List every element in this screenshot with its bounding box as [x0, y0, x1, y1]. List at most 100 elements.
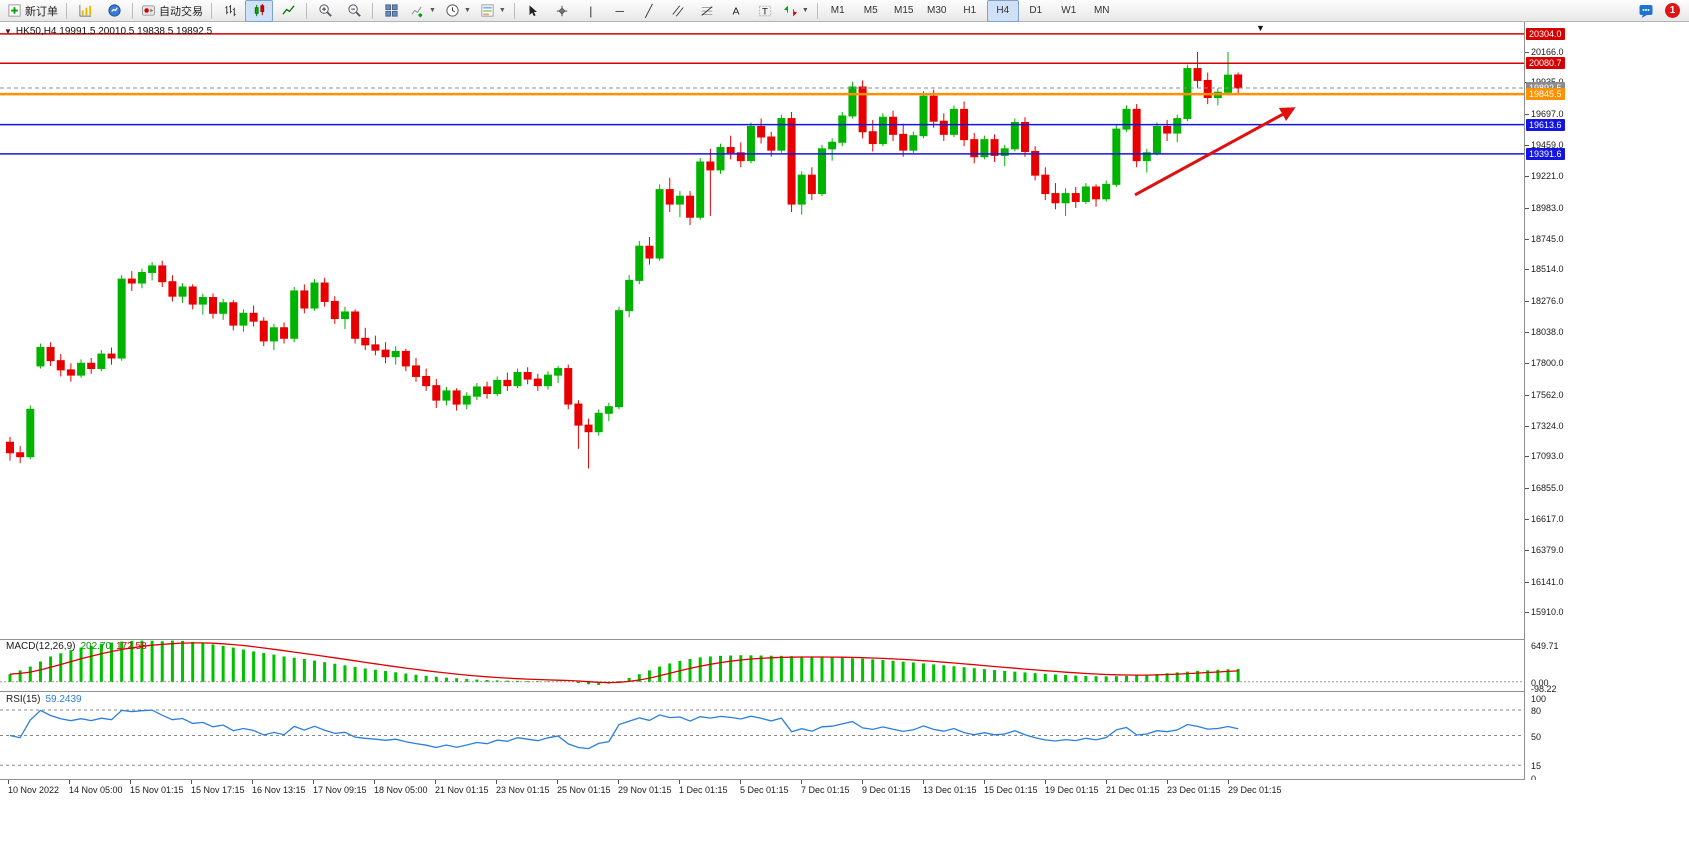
bar-chart-button[interactable]	[216, 0, 244, 22]
candle	[249, 305, 258, 327]
price-line-badge[interactable]: 19613.6	[1526, 118, 1565, 131]
candle	[533, 373, 542, 391]
candle	[878, 113, 887, 147]
candle	[137, 268, 146, 289]
autotrading-button[interactable]: 自动交易	[137, 0, 207, 22]
price-axis-tickmark	[1525, 581, 1529, 583]
candle	[442, 386, 451, 406]
trendline-tool-button[interactable]: ╱	[635, 0, 663, 22]
candle	[564, 364, 573, 410]
timeframe-button-m5[interactable]: M5	[863, 5, 878, 16]
zoom-out-button[interactable]	[340, 0, 368, 22]
candle	[990, 134, 999, 162]
candle	[1142, 148, 1151, 173]
channel-tool-button[interactable]	[664, 0, 692, 22]
price-line-badge[interactable]: 20080.7	[1526, 57, 1565, 70]
notification-badge[interactable]: 1	[1665, 3, 1680, 18]
autotrading-label: 自动交易	[159, 5, 203, 18]
candle	[604, 402, 613, 422]
time-axis-label: 15 Dec 01:15	[984, 785, 1038, 795]
indicators-button[interactable]: ▼	[406, 0, 440, 22]
toolbar-separator	[211, 2, 212, 19]
time-axis-tickmark	[1167, 780, 1168, 784]
templates-button[interactable]: ▼	[476, 0, 510, 22]
tile-windows-button[interactable]	[377, 0, 405, 22]
candle	[615, 306, 623, 410]
price-line-badge[interactable]: 19845.5	[1526, 88, 1565, 101]
timeframe-button-h1[interactable]: H1	[963, 5, 977, 16]
time-axis-label: 9 Dec 01:15	[862, 785, 911, 795]
candle	[351, 309, 360, 344]
cursor-tool-button[interactable]	[519, 0, 547, 22]
macd-panel[interactable]: MACD(12,26,9) 202.70 172.58	[0, 640, 1524, 690]
price-line-badge[interactable]: 20304.0	[1526, 27, 1565, 40]
crosshair-tool-button[interactable]	[548, 0, 576, 22]
panel-separator[interactable]	[0, 691, 1689, 692]
candle	[280, 322, 289, 344]
timeframe-button-m30[interactable]: M30	[927, 5, 947, 16]
crosshair-icon	[555, 4, 569, 18]
candle	[980, 135, 989, 160]
trend-arrow[interactable]	[1134, 107, 1296, 197]
time-axis[interactable]: 10 Nov 2022 14 Nov 05:00 15 Nov 01:15 15 No…	[0, 780, 1689, 800]
price-axis-tickmark	[1525, 425, 1529, 427]
candle	[16, 446, 25, 464]
zoom-in-button[interactable]	[311, 0, 339, 22]
new-chart-button[interactable]	[71, 0, 99, 22]
time-axis-tickmark	[1045, 780, 1046, 784]
price-line-badge[interactable]: 19391.6	[1526, 147, 1565, 160]
main-chart-panel[interactable]: ▼ HK50,H4 19991.5 20010.5 19838.5 19892.…	[0, 22, 1524, 638]
candle	[554, 365, 563, 384]
timeframe-button-m1[interactable]: M1	[830, 5, 845, 16]
cursor-icon	[526, 4, 540, 18]
timeframe-button-h4[interactable]: H4	[986, 0, 1019, 22]
timeframe-button-d1[interactable]: D1	[1029, 5, 1043, 16]
autotrading-icon	[141, 3, 156, 18]
time-axis-label: 29 Dec 01:15	[1228, 785, 1282, 795]
panel-separator[interactable]	[0, 779, 1689, 780]
rsi-panel[interactable]: RSI(15) 59.2439	[0, 693, 1524, 778]
panel-separator[interactable]	[0, 639, 1689, 640]
price-axis[interactable]: 20166.019935.019697.019459.019221.018983…	[1524, 22, 1689, 798]
candle	[818, 144, 826, 197]
chevron-down-icon: ▼	[801, 7, 809, 14]
timeframe-button-mn[interactable]: MN	[1093, 5, 1110, 16]
timeframe-button-w1[interactable]: W1	[1061, 5, 1077, 16]
line-chart-button[interactable]	[274, 0, 302, 22]
time-axis-tickmark	[862, 780, 863, 784]
price-axis-tickmark	[1525, 51, 1529, 53]
new-order-button[interactable]: 新订单	[3, 0, 62, 22]
candle	[625, 275, 634, 318]
periods-button[interactable]: ▼	[441, 0, 475, 22]
timeframe-button-m15[interactable]: M15	[894, 5, 914, 16]
vertical-line-tool-button[interactable]: |	[577, 0, 605, 22]
time-axis-tickmark	[984, 780, 985, 784]
candle	[1112, 125, 1121, 187]
candlestick-chart[interactable]	[0, 22, 1524, 638]
market-watch-button[interactable]	[100, 0, 128, 22]
new-order-icon	[7, 3, 22, 18]
fibonacci-tool-button[interactable]	[693, 0, 721, 22]
svg-text:T: T	[762, 6, 768, 17]
toolbar-separator	[372, 2, 373, 19]
candle	[706, 148, 715, 216]
chart-shift-marker[interactable]: ▼	[1256, 23, 1265, 33]
macd-axis-label: -98.22	[1531, 683, 1557, 694]
macd-signal-value: 172.58	[116, 641, 147, 652]
arrows-tool-button[interactable]: ▼	[780, 0, 813, 22]
candle	[381, 342, 390, 364]
community-button[interactable]	[1632, 0, 1660, 22]
macd-signal-line	[9, 642, 1239, 684]
text-tool-button[interactable]: A	[722, 0, 750, 22]
candlestick-chart-button[interactable]	[245, 0, 273, 22]
bar-chart-icon	[223, 3, 238, 18]
chart-window: ▼ HK50,H4 19991.5 20010.5 19838.5 19892.…	[0, 22, 1689, 861]
text-icon: A	[729, 4, 743, 18]
chevron-down-icon: ▼	[429, 7, 436, 14]
rsi-axis-label: 50	[1531, 731, 1542, 742]
label-tool-button[interactable]: T	[751, 0, 779, 22]
horizontal-line-tool-button[interactable]: ─	[606, 0, 634, 22]
price-axis-label: 17093.0	[1531, 451, 1564, 462]
time-axis-label: 21 Nov 01:15	[435, 785, 489, 795]
price-axis-label: 18276.0	[1531, 295, 1564, 306]
